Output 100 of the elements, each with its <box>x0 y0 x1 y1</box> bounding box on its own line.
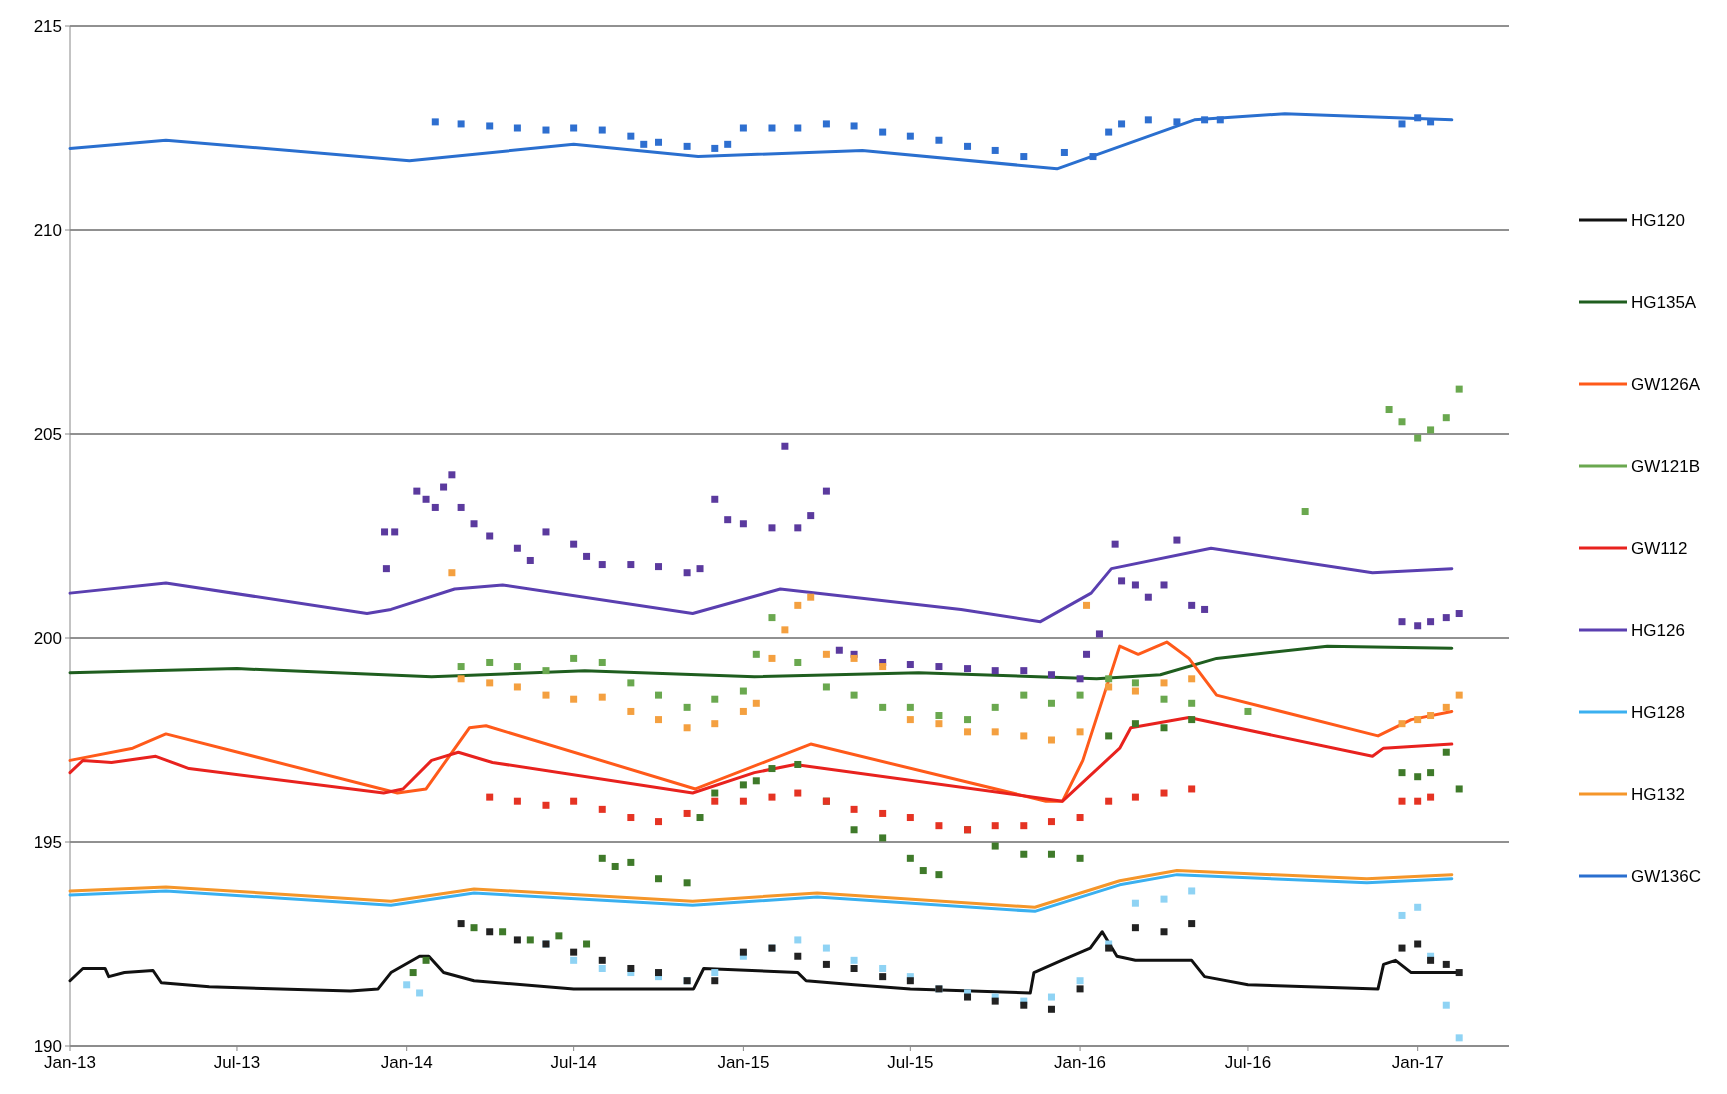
point <box>1105 797 1113 805</box>
point <box>1398 120 1406 128</box>
point <box>1398 769 1406 777</box>
point <box>627 964 635 972</box>
point <box>1111 540 1119 548</box>
point <box>542 667 550 675</box>
point <box>598 964 606 972</box>
point <box>1414 716 1422 724</box>
point <box>1160 895 1168 903</box>
point <box>794 601 802 609</box>
point <box>570 956 578 964</box>
point <box>1301 508 1309 516</box>
point <box>1076 675 1084 683</box>
point <box>555 932 563 940</box>
point <box>683 142 691 150</box>
point <box>457 503 465 511</box>
point <box>1131 720 1139 728</box>
point <box>1083 650 1091 658</box>
point <box>627 561 635 569</box>
point <box>1188 699 1196 707</box>
x-tick-label: Jul-14 <box>550 1053 597 1072</box>
point <box>768 765 776 773</box>
point <box>1131 687 1139 695</box>
point <box>570 124 578 132</box>
point <box>1020 822 1028 830</box>
x-tick-label: Jan-14 <box>380 1053 433 1072</box>
point <box>422 956 430 964</box>
point <box>416 989 424 997</box>
y-tick-label: 210 <box>33 221 62 240</box>
point <box>964 665 972 673</box>
point <box>583 552 591 560</box>
point <box>850 122 858 130</box>
point <box>768 524 776 532</box>
point <box>1455 385 1463 393</box>
point <box>403 981 411 989</box>
point <box>1131 581 1139 589</box>
point <box>542 126 550 134</box>
point <box>381 528 389 536</box>
point <box>935 136 943 144</box>
point <box>906 854 914 862</box>
line-series <box>68 546 1454 624</box>
point <box>794 952 802 960</box>
point <box>807 593 815 601</box>
point <box>1047 993 1055 1001</box>
point <box>906 703 914 711</box>
point <box>1188 887 1196 895</box>
point <box>683 809 691 817</box>
point <box>1020 153 1028 161</box>
legend-label: GW136C <box>1631 867 1701 886</box>
point <box>1144 116 1152 124</box>
point <box>457 675 465 683</box>
point <box>1442 1001 1450 1009</box>
point <box>879 128 887 136</box>
point <box>906 716 914 724</box>
point <box>1398 418 1406 426</box>
point <box>794 658 802 666</box>
point <box>598 956 606 964</box>
point <box>822 650 830 658</box>
point <box>964 728 972 736</box>
point <box>1188 785 1196 793</box>
point <box>655 969 663 977</box>
x-tick-label: Jul-16 <box>1224 1053 1272 1072</box>
point <box>711 977 719 985</box>
point <box>739 520 747 528</box>
point <box>906 977 914 985</box>
point <box>683 724 691 732</box>
point <box>739 781 747 789</box>
point <box>683 703 691 711</box>
point <box>570 695 578 703</box>
point <box>991 728 999 736</box>
point <box>655 818 663 826</box>
point <box>542 528 550 536</box>
point <box>850 805 858 813</box>
point <box>822 944 830 952</box>
point <box>1047 818 1055 826</box>
point <box>542 801 550 809</box>
point <box>431 503 439 511</box>
point <box>457 120 465 128</box>
point <box>1442 703 1450 711</box>
point <box>1442 748 1450 756</box>
point <box>935 712 943 720</box>
point <box>611 862 619 870</box>
legend-label: GW121B <box>1631 457 1700 476</box>
point <box>1173 118 1181 126</box>
x-tick-label: Jan-13 <box>44 1053 96 1072</box>
legend-label: HG120 <box>1631 211 1685 230</box>
legend-label: HG126 <box>1631 621 1685 640</box>
point <box>526 936 534 944</box>
point <box>1188 601 1196 609</box>
point <box>627 679 635 687</box>
point <box>627 707 635 715</box>
point <box>1188 675 1196 683</box>
point <box>627 858 635 866</box>
point <box>598 561 606 569</box>
point <box>1216 116 1224 124</box>
point <box>822 120 830 128</box>
point <box>711 789 719 797</box>
point <box>768 793 776 801</box>
point <box>768 614 776 622</box>
legend-label: HG135A <box>1631 293 1697 312</box>
